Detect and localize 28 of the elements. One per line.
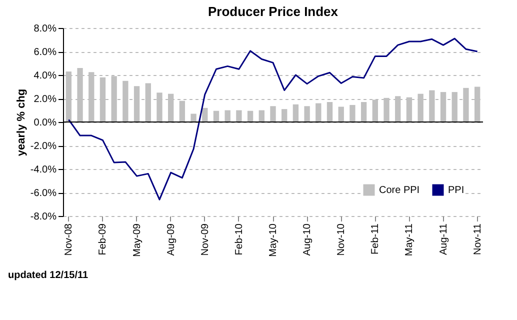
y-tick-label: 4.0%: [34, 70, 57, 82]
x-tick-label: Nov-08: [64, 223, 75, 256]
text: updated 12/15/11: [8, 270, 88, 281]
y-tick-label: -6.0%: [30, 188, 57, 199]
x-tick-label: May-10: [268, 223, 279, 257]
legend-label: Core PPI: [379, 185, 420, 196]
x-tick-label: Feb-09: [98, 223, 109, 256]
y-axis-title: yearly % chg: [15, 88, 28, 156]
x-tick-label: Nov-10: [336, 223, 348, 256]
x-tick-label: Nov-09: [200, 223, 211, 256]
line-series: [68, 38, 478, 200]
chart-title: Producer Price Index: [208, 4, 339, 19]
legend-label: PPI: [448, 185, 464, 196]
x-tick-label: May-11: [404, 223, 416, 256]
y-tick-label: 2.0%: [34, 94, 57, 105]
y-tick-label: -2.0%: [30, 141, 57, 152]
x-tick-label: Aug-10: [302, 223, 314, 256]
y-tick-label: 8.0%: [34, 24, 57, 34]
x-tick-label: May-09: [132, 223, 143, 257]
x-tick-label: Feb-11: [370, 223, 382, 254]
y-tick-label: 6.0%: [34, 47, 57, 58]
x-tick-label: Feb-10: [234, 223, 245, 256]
y-tick-label: 0.0%: [34, 118, 57, 128]
x-tick-label: Aug-09: [166, 223, 177, 256]
y-tick-label: -4.0%: [30, 164, 57, 176]
y-tick-label: -8.0%: [30, 212, 57, 222]
x-tick-label: Aug-11: [438, 223, 450, 256]
x-tick-label: Nov-11: [472, 223, 484, 255]
